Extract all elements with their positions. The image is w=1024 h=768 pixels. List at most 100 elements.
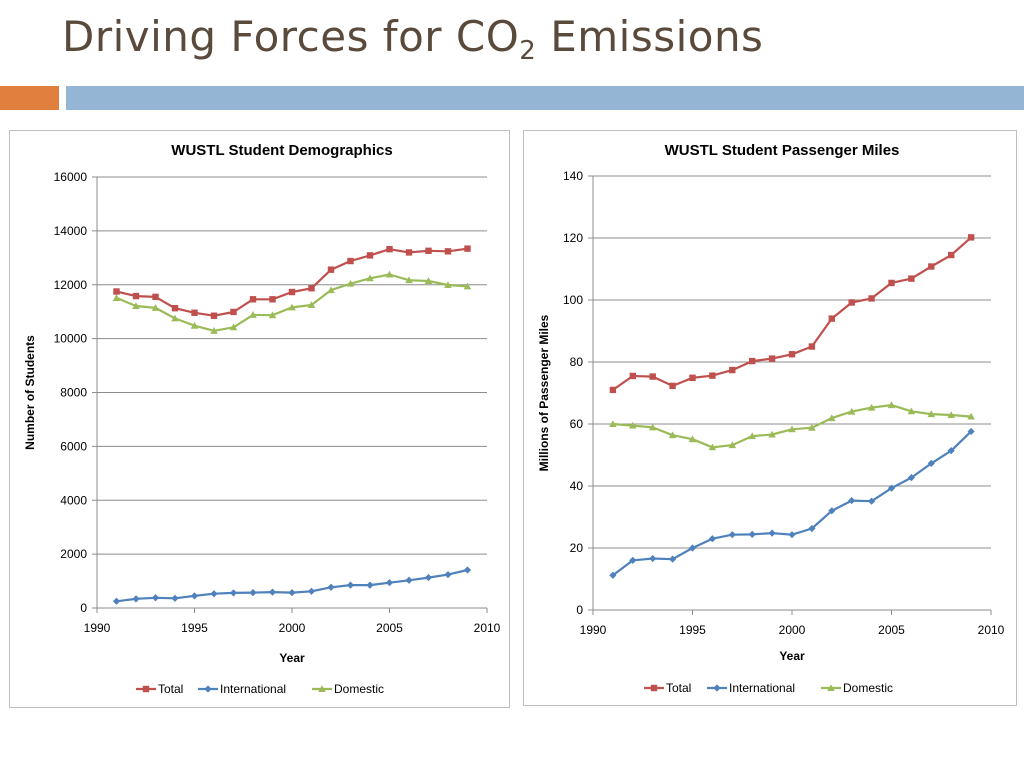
- data-point-domestic: [768, 430, 776, 438]
- data-point-international: [927, 459, 935, 467]
- data-point-international: [210, 590, 218, 598]
- data-point-domestic: [210, 327, 218, 334]
- data-point-domestic: [385, 270, 394, 278]
- y-tick-label: 0: [80, 601, 87, 615]
- data-point-domestic: [424, 277, 433, 284]
- y-tick-label: 40: [570, 479, 584, 493]
- data-point-international: [268, 588, 277, 596]
- y-tick-label: 16000: [54, 170, 88, 184]
- data-point-domestic: [947, 411, 955, 419]
- x-tick-label: 1990: [580, 623, 607, 637]
- data-point-international: [688, 544, 697, 552]
- data-point-domestic: [808, 423, 816, 431]
- data-point-domestic: [190, 321, 199, 329]
- chart-demographics: WUSTL Student Demographics 0 2000 4000 6000 8…: [9, 130, 510, 708]
- legend-marker-total: [650, 684, 658, 692]
- data-point-international: [307, 587, 316, 595]
- y-tick-label: 14000: [54, 224, 88, 238]
- x-tick-label: 1995: [679, 623, 706, 637]
- legend-label-total: Total: [158, 682, 183, 696]
- data-point-international: [907, 474, 915, 482]
- data-point-total: [948, 251, 955, 259]
- x-tick-label: 2000: [279, 621, 306, 635]
- data-point-total: [230, 308, 237, 316]
- data-point-international: [708, 535, 716, 543]
- series-line-international: [116, 568, 468, 603]
- y-tick-label: 100: [563, 293, 583, 307]
- accent-bar-blue: [66, 86, 1024, 110]
- data-point-total: [269, 296, 276, 303]
- data-point-international: [327, 583, 335, 591]
- data-point-international: [887, 484, 896, 492]
- data-point-domestic: [728, 441, 737, 449]
- data-point-domestic: [307, 301, 316, 308]
- data-point-international: [967, 427, 975, 436]
- y-tick-label: 2000: [60, 547, 87, 561]
- x-tick-label: 2005: [878, 623, 905, 637]
- data-point-total: [327, 266, 335, 273]
- data-point-international: [768, 529, 776, 537]
- data-point-international: [748, 530, 756, 538]
- data-point-international: [669, 555, 677, 563]
- y-tick-label: 120: [563, 231, 583, 245]
- legend-label-domestic: Domestic: [843, 681, 893, 695]
- data-point-international: [808, 524, 816, 533]
- data-point-international: [868, 497, 876, 505]
- y-tick-label: 140: [563, 169, 583, 183]
- y-tick-label: 4000: [60, 493, 87, 507]
- data-point-total: [308, 285, 315, 292]
- x-tick-label: 2005: [376, 621, 403, 635]
- data-point-total: [768, 355, 776, 362]
- data-point-international: [190, 592, 199, 600]
- y-tick-label: 12000: [54, 278, 88, 292]
- data-point-domestic: [688, 435, 697, 443]
- y-axis-label: Millions of Passenger Miles: [537, 314, 551, 471]
- data-point-total: [386, 245, 393, 253]
- chart-title: WUSTL Student Demographics: [171, 142, 392, 159]
- x-tick-label: 1995: [181, 621, 208, 635]
- data-point-total: [689, 374, 696, 382]
- legend-marker-international: [713, 684, 721, 692]
- data-point-total: [425, 247, 432, 255]
- x-tick-label: 2010: [978, 623, 1005, 637]
- data-point-total: [629, 372, 636, 380]
- data-point-international: [151, 594, 160, 602]
- data-point-international: [649, 554, 657, 563]
- data-point-total: [464, 245, 471, 252]
- data-point-domestic: [132, 302, 140, 310]
- legend-label-total: Total: [666, 681, 691, 695]
- data-point-total: [171, 304, 179, 312]
- data-point-international: [249, 589, 257, 597]
- data-point-domestic: [847, 407, 856, 415]
- series-line-total: [612, 236, 972, 391]
- data-point-total: [210, 312, 218, 319]
- data-point-total: [669, 382, 676, 390]
- slide-title-end: Emissions: [536, 12, 764, 61]
- data-point-international: [366, 581, 374, 589]
- data-point-international: [112, 597, 121, 605]
- data-point-international: [463, 566, 472, 574]
- data-point-total: [288, 288, 296, 296]
- data-point-total: [152, 293, 159, 301]
- data-point-international: [171, 594, 179, 602]
- data-point-domestic: [268, 311, 277, 319]
- y-tick-label: 60: [570, 417, 584, 431]
- data-point-international: [444, 570, 452, 579]
- y-tick-label: 0: [576, 603, 583, 617]
- data-point-international: [405, 576, 413, 584]
- chart-passenger-miles-svg: WUSTL Student Passenger Miles 0 20 40 60 80 10…: [537, 142, 1005, 695]
- legend-marker-total: [142, 685, 150, 693]
- data-point-total: [928, 263, 935, 270]
- x-tick-label: 1990: [84, 621, 111, 635]
- data-point-total: [848, 299, 855, 306]
- data-point-domestic: [887, 401, 896, 409]
- data-point-international: [132, 595, 140, 603]
- y-tick-label: 10000: [54, 332, 88, 346]
- x-axis-label: Year: [779, 649, 805, 663]
- data-point-international: [828, 507, 836, 515]
- data-point-domestic: [927, 410, 936, 418]
- data-point-international: [385, 579, 394, 587]
- data-point-international: [788, 531, 796, 539]
- data-point-total: [132, 292, 140, 300]
- data-point-domestic: [249, 311, 257, 318]
